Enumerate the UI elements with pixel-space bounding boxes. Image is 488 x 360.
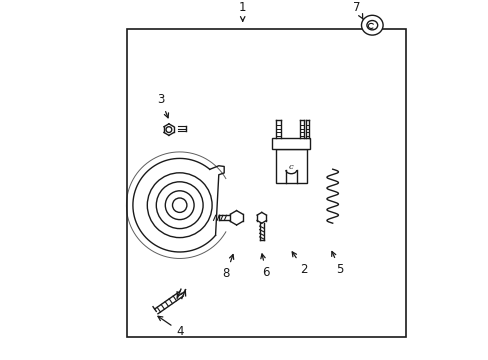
- Text: 7: 7: [352, 1, 362, 19]
- Text: 1: 1: [239, 1, 246, 21]
- Text: c: c: [288, 163, 293, 171]
- Ellipse shape: [361, 15, 382, 35]
- Bar: [127, 29, 406, 337]
- Text: 6: 6: [260, 254, 269, 279]
- Text: 3: 3: [157, 93, 168, 118]
- Text: 5: 5: [331, 252, 343, 276]
- Text: 2: 2: [292, 252, 307, 276]
- Text: 4: 4: [158, 316, 183, 338]
- Bar: [272, 138, 309, 148]
- Bar: [275, 148, 306, 183]
- Ellipse shape: [366, 21, 377, 30]
- Text: 8: 8: [222, 255, 233, 280]
